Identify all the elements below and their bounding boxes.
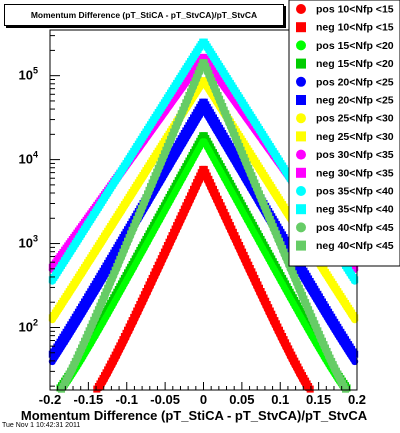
data-point [351,358,359,366]
y-tick-label: 105 [19,66,38,83]
legend-label: pos 30<Nfp <35 [316,149,394,161]
y-tick-label: 102 [19,317,38,334]
legend-marker [296,113,306,124]
legend-item: pos 25<Nfp <30 [296,113,394,125]
series-13 [59,61,348,392]
legend-marker [296,4,306,14]
data-point [351,316,359,324]
series-3 [59,138,348,392]
data-point [351,350,359,358]
legend-marker [296,76,306,87]
legend-box [288,0,400,267]
legend-marker [296,204,306,215]
timestamp: Tue Nov 1 10:42:31 2011 [2,422,81,429]
legend-item: pos 10<Nfp <15 [296,4,394,16]
x-tick-label: -0.05 [150,392,180,407]
legend-marker [296,167,306,178]
x-tick-label: 0.15 [306,392,331,407]
legend-marker [296,58,306,69]
legend-item: neg 40<Nfp <45 [296,240,394,252]
legend-marker [296,131,306,142]
legend-item: pos 40<Nfp <45 [296,222,394,234]
legend-label: pos 35<Nfp <40 [316,186,394,198]
legend-item: neg 30<Nfp <35 [296,167,394,179]
legend-item: neg 35<Nfp <40 [296,204,394,216]
legend-marker [296,240,306,251]
legend-item: neg 10<Nfp <15 [296,22,394,34]
x-tick-label: 0.2 [348,392,366,407]
legend-marker [296,186,306,196]
x-tick-label: -0.15 [74,392,104,407]
legend-marker [296,22,306,33]
legend-label: neg 15<Nfp <20 [316,58,394,70]
x-tick-label: 0.1 [271,392,289,407]
x-tick-label: 0 [200,392,207,407]
legend-item: pos 30<Nfp <35 [296,149,394,161]
legend-label: pos 25<Nfp <30 [316,113,394,125]
legend-label: neg 25<Nfp <30 [316,131,394,143]
legend-item: pos 15<Nfp <20 [296,40,394,52]
legend-marker [296,222,306,233]
series-1 [96,170,311,392]
legend-marker [296,95,306,105]
legend-label: neg 40<Nfp <45 [316,240,394,252]
legend-item: pos 35<Nfp <40 [296,186,394,198]
chart-title: Momentum Difference (pT_StiCA - pT_StvCA… [4,4,284,26]
legend-marker [296,149,306,160]
legend-label: neg 30<Nfp <35 [316,167,394,179]
legend-item: neg 15<Nfp <20 [296,58,394,70]
x-tick-label: -0.2 [39,392,61,407]
x-tick-label: -0.1 [116,392,138,407]
y-tick-label: 103 [19,234,38,251]
legend-label: neg 10<Nfp <15 [316,22,394,34]
legend-marker [296,40,306,51]
legend-label: pos 15<Nfp <20 [316,40,394,52]
legend-label: pos 10<Nfp <15 [316,4,394,16]
axes: -0.2 -0.15 -0.1 -0.05 0 0.05 0.1 0.15 0.2 102 103 1… [19,29,368,423]
legend-item: pos 20<Nfp <25 [296,76,394,88]
legend-label: neg 35<Nfp <40 [316,204,394,216]
legend: pos 10<Nfp <15 neg 10<Nfp <15 pos 15<Nfp <… [288,0,400,267]
x-tick-label: 0.05 [229,392,254,407]
legend-label: neg 20<Nfp <25 [316,95,394,107]
legend-label: pos 40<Nfp <45 [316,222,394,234]
data-point [351,277,359,285]
legend-item: neg 25<Nfp <30 [296,131,394,143]
legend-item: neg 20<Nfp <25 [296,95,394,107]
legend-label: pos 20<Nfp <25 [316,76,394,88]
x-axis-label: Momentum Difference (pT_StiCA - pT_StvCA… [21,408,368,423]
y-tick-label: 104 [19,150,38,167]
